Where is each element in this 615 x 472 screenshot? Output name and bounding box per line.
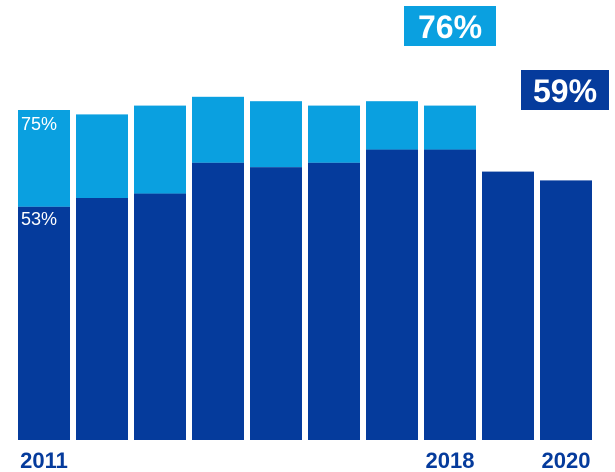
bar-lower-2012	[76, 198, 128, 440]
bar-lower-2011	[18, 206, 70, 440]
bars-layer	[18, 96, 592, 441]
bar-lower-2018	[424, 149, 476, 440]
bar-lower-2017	[366, 149, 418, 440]
bar-upper-2017	[366, 101, 418, 150]
bar-upper-2012	[76, 114, 128, 198]
bar-lower-2016	[308, 162, 360, 441]
callout-2020-box	[521, 70, 609, 110]
data-label-first-lower: 53%	[21, 209, 57, 229]
callout-2020-label: 59%	[533, 73, 597, 109]
x-tick-label-2018: 2018	[426, 448, 475, 472]
data-label-first-upper: 75%	[21, 114, 57, 134]
bar-lower-2013	[134, 193, 186, 440]
bar-upper-2016	[308, 105, 360, 163]
bar-lower-2015	[250, 167, 302, 440]
x-tick-label-2020: 2020	[542, 448, 591, 472]
bar-lower-2019	[482, 171, 534, 440]
labels-layer: 75% 53% 76% 59% 2011 2018 2020	[20, 6, 609, 472]
bar-upper-2015	[250, 101, 302, 168]
bar-upper-2011	[18, 110, 70, 207]
callout-2018-box	[404, 6, 496, 46]
bar-upper-2013	[134, 105, 186, 194]
bar-lower-2014	[192, 162, 244, 441]
bar-upper-2018	[424, 105, 476, 150]
x-tick-label-2011: 2011	[20, 448, 68, 472]
callout-2018-label: 76%	[418, 9, 482, 45]
bar-lower-2020	[540, 180, 592, 440]
bar-upper-2014	[192, 96, 244, 163]
